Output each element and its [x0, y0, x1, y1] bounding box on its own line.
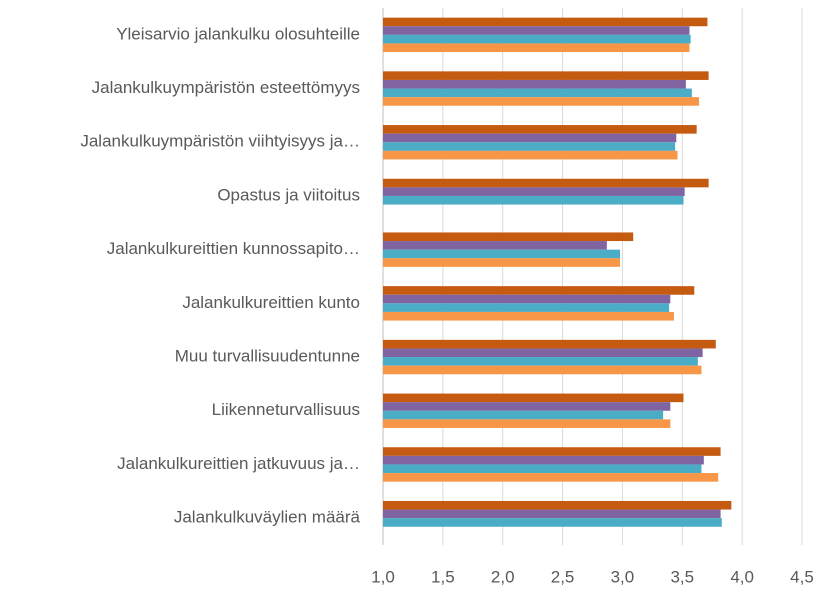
y-tick-label: Jalankulkureittien kunnossapito…	[107, 239, 360, 258]
bar	[383, 133, 677, 143]
bar	[383, 518, 722, 527]
bar	[383, 464, 702, 474]
bar	[383, 311, 674, 321]
bar	[383, 455, 704, 465]
x-tick-label: 1,0	[371, 567, 395, 586]
bar	[383, 79, 686, 89]
bar	[383, 178, 709, 188]
x-tick-label: 2,0	[491, 567, 515, 586]
bar	[383, 232, 634, 242]
bar	[383, 43, 690, 53]
bar	[383, 187, 685, 196]
y-tick-label: Yleisarvio jalankulku olosuhteille	[116, 24, 360, 43]
x-tick-label: 2,5	[551, 567, 575, 586]
x-tick-label: 3,0	[611, 567, 635, 586]
bar	[383, 195, 684, 205]
bar	[383, 71, 709, 80]
bar	[383, 286, 695, 295]
bar	[383, 365, 702, 375]
bar	[383, 509, 721, 519]
bar	[383, 402, 671, 411]
bar	[383, 410, 664, 420]
bar	[383, 17, 708, 27]
y-tick-label: Opastus ja viitoitus	[217, 185, 360, 204]
bar	[383, 447, 721, 456]
bar	[383, 26, 690, 35]
y-tick-label: Jalankulkuväylien määrä	[174, 508, 361, 527]
bar	[383, 348, 703, 358]
y-tick-label: Jalankulkuympäristön esteettömyys	[92, 78, 360, 97]
bar	[383, 241, 607, 250]
y-tick-label: Jalankulkureittien kunto	[182, 293, 360, 312]
bar	[383, 88, 692, 98]
bar	[383, 294, 671, 304]
bar	[383, 303, 670, 312]
x-tick-label: 4,5	[790, 567, 814, 586]
x-tick-label: 4,0	[730, 567, 754, 586]
bar	[383, 473, 719, 482]
y-tick-label: Muu turvallisuudentunne	[175, 347, 360, 366]
y-tick-label: Liikenneturvallisuus	[212, 400, 360, 419]
bar	[383, 393, 684, 403]
bar	[383, 142, 676, 151]
bar	[383, 249, 621, 259]
bar	[383, 34, 691, 44]
y-tick-label: Jalankulkuympäristön viihtyisyys ja…	[80, 132, 360, 151]
bar	[383, 419, 671, 428]
bar	[383, 150, 678, 160]
bar	[383, 258, 621, 267]
bar	[383, 97, 700, 106]
y-tick-label: Jalankulkureittien jatkuvuus ja…	[117, 454, 360, 473]
bar	[383, 339, 716, 349]
x-tick-label: 1,5	[431, 567, 455, 586]
bar	[383, 357, 698, 366]
x-tick-label: 3,5	[670, 567, 694, 586]
bar	[383, 500, 732, 510]
bar	[383, 125, 697, 134]
